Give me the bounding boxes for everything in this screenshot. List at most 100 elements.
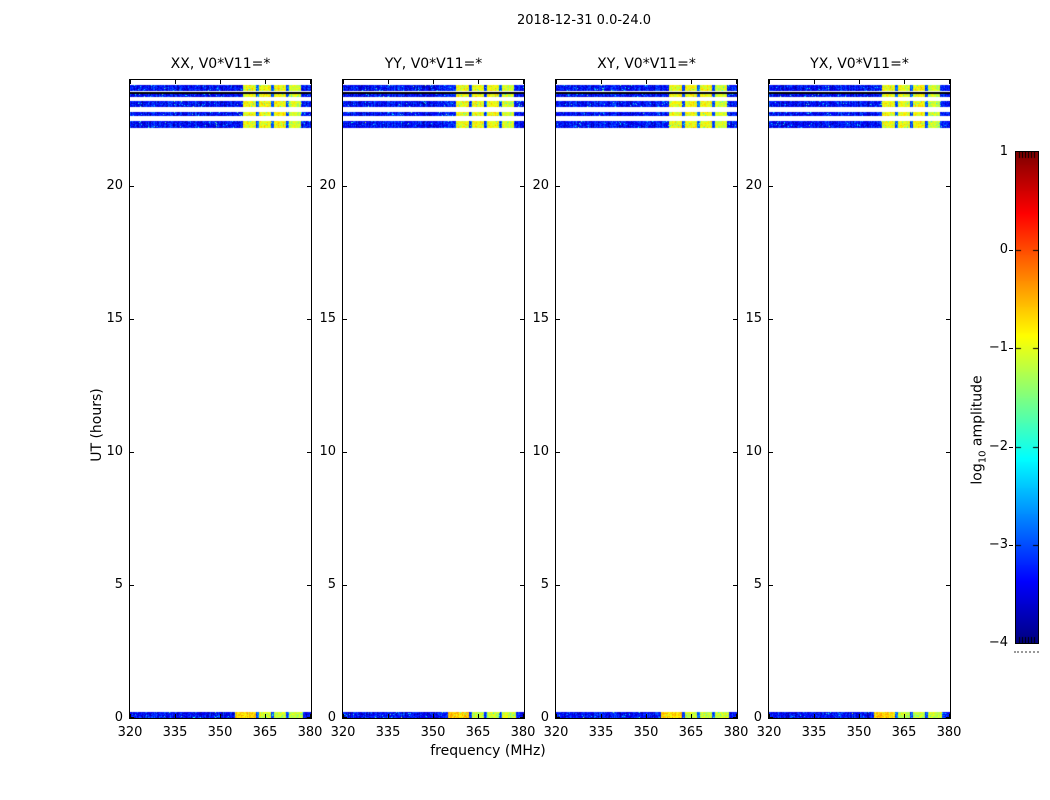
x-tick — [736, 80, 737, 84]
x-tick — [130, 80, 131, 84]
y-tick — [556, 186, 560, 187]
colorbar-tick — [1009, 545, 1013, 546]
figure-title: 2018-12-31 0.0-24.0 — [517, 13, 651, 28]
y-tick — [520, 319, 524, 320]
x-tick — [175, 714, 176, 718]
x-tick — [433, 80, 434, 84]
x-tick — [601, 714, 602, 718]
x-tick — [601, 80, 602, 84]
x-tick-label: 365 — [252, 725, 278, 740]
y-tick — [307, 717, 311, 718]
x-tick-label: 335 — [162, 725, 188, 740]
x-tick — [646, 80, 647, 84]
x-tick — [220, 80, 221, 84]
heatmap-canvas-xx — [130, 80, 311, 718]
colorbar — [1015, 151, 1039, 644]
y-tick — [343, 186, 347, 187]
y-tick — [520, 186, 524, 187]
x-tick — [388, 714, 389, 718]
y-tick — [520, 585, 524, 586]
y-tick-label: 20 — [745, 178, 762, 193]
y-tick — [946, 717, 950, 718]
colorbar-tick-label: −2 — [988, 438, 1008, 454]
colorbar-tick — [1009, 250, 1013, 251]
y-tick — [769, 186, 773, 187]
y-tick — [307, 452, 311, 453]
y-tick — [733, 186, 737, 187]
x-tick-label: 365 — [891, 725, 917, 740]
x-tick-label: 365 — [465, 725, 491, 740]
y-tick — [343, 319, 347, 320]
x-tick — [433, 714, 434, 718]
y-tick — [769, 717, 773, 718]
y-tick — [946, 186, 950, 187]
colorbar-label: log10 amplitude — [970, 375, 989, 484]
y-tick — [556, 717, 560, 718]
y-tick — [520, 717, 524, 718]
y-tick-label: 15 — [106, 311, 123, 326]
heatmap-panel-yx — [768, 79, 951, 719]
y-tick — [733, 452, 737, 453]
x-tick — [769, 80, 770, 84]
y-tick — [130, 717, 134, 718]
heatmap-panel-xx — [129, 79, 312, 719]
x-tick-label: 350 — [846, 725, 872, 740]
x-tick-label: 320 — [543, 725, 569, 740]
y-tick-label: 0 — [540, 710, 549, 725]
y-tick-label: 0 — [327, 710, 336, 725]
x-tick — [814, 80, 815, 84]
x-tick-label: 365 — [678, 725, 704, 740]
x-tick-label: 320 — [117, 725, 143, 740]
y-tick-label: 15 — [319, 311, 336, 326]
x-tick-label: 380 — [723, 725, 749, 740]
y-tick — [556, 452, 560, 453]
x-tick — [310, 714, 311, 718]
y-tick — [130, 452, 134, 453]
y-tick — [946, 452, 950, 453]
x-tick — [130, 714, 131, 718]
x-tick — [814, 714, 815, 718]
x-axis-label: frequency (MHz) — [430, 743, 546, 759]
x-tick — [736, 714, 737, 718]
x-tick — [904, 80, 905, 84]
colorbar-tick — [1009, 447, 1013, 448]
y-tick — [733, 585, 737, 586]
y-tick — [556, 585, 560, 586]
x-tick — [220, 714, 221, 718]
x-tick — [949, 714, 950, 718]
x-tick-label: 335 — [588, 725, 614, 740]
y-tick — [130, 585, 134, 586]
heatmap-canvas-yy — [343, 80, 524, 718]
x-tick — [859, 714, 860, 718]
y-tick-label: 20 — [319, 178, 336, 193]
y-tick-label: 0 — [114, 710, 123, 725]
y-tick — [343, 717, 347, 718]
x-tick-label: 335 — [801, 725, 827, 740]
y-tick-label: 15 — [745, 311, 762, 326]
y-tick-label: 10 — [745, 444, 762, 459]
colorbar-underflow-dots — [1014, 651, 1039, 653]
x-tick — [769, 714, 770, 718]
panel-title-xx: XX, V0*V11=* — [170, 56, 271, 72]
x-tick — [556, 714, 557, 718]
heatmap-canvas-yx — [769, 80, 950, 718]
colorbar-tick-label: −1 — [988, 340, 1008, 356]
panel-title-yy: YY, V0*V11=* — [384, 56, 483, 72]
y-tick — [307, 186, 311, 187]
colorbar-tick-label: −4 — [988, 635, 1008, 650]
y-tick — [769, 319, 773, 320]
heatmap-panel-yy — [342, 79, 525, 719]
x-tick — [478, 714, 479, 718]
y-tick — [343, 452, 347, 453]
x-tick — [310, 80, 311, 84]
x-tick-label: 320 — [756, 725, 782, 740]
y-tick-label: 20 — [532, 178, 549, 193]
x-tick-label: 350 — [207, 725, 233, 740]
y-tick — [733, 319, 737, 320]
y-tick-label: 0 — [753, 710, 762, 725]
y-tick — [307, 319, 311, 320]
y-tick — [733, 717, 737, 718]
x-tick — [265, 80, 266, 84]
colorbar-tick-label: 0 — [999, 242, 1008, 258]
